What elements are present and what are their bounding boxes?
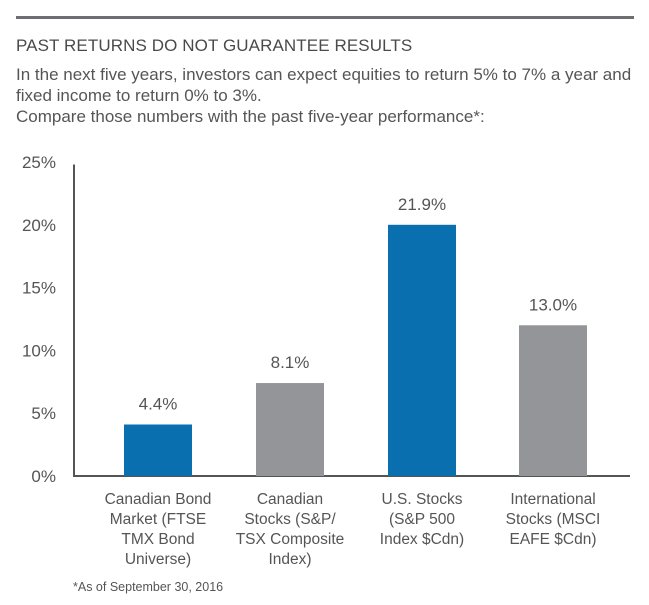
x-category-label: Stocks (MSCI (506, 511, 601, 528)
bar-1 (124, 424, 192, 476)
x-category-label: Stocks (S&P/ (244, 511, 336, 528)
x-category-label: (S&P 500 (389, 511, 455, 528)
intro-line-2: Compare those numbers with the past five… (16, 107, 485, 126)
x-category-label: Market (FTSE (110, 511, 206, 528)
bar-3 (388, 224, 456, 476)
data-label: 21.9% (398, 195, 446, 214)
footnote: *As of September 30, 2016 (73, 580, 224, 594)
y-tick-label: 20% (22, 216, 56, 235)
y-tick-label: 10% (22, 341, 56, 360)
intro-line-1: In the next five years, investors can ex… (16, 65, 632, 105)
x-category-label: Index $Cdn) (380, 531, 464, 548)
y-tick-label: 5% (31, 404, 56, 423)
y-tick-label: 15% (22, 279, 56, 298)
bar-2 (256, 383, 324, 476)
x-category-label: EAFE $Cdn) (509, 531, 596, 548)
data-label: 4.4% (139, 395, 178, 414)
data-label: 13.0% (529, 295, 577, 314)
top-rule (16, 16, 634, 19)
x-category-label: International (510, 491, 595, 508)
data-label: 8.1% (271, 353, 310, 372)
x-category-label: Canadian (257, 491, 323, 508)
bar-4 (519, 325, 587, 476)
chart-title: PAST RETURNS DO NOT GUARANTEE RESULTS (16, 36, 413, 55)
x-category-label: U.S. Stocks (382, 491, 463, 508)
x-category-label: Canadian Bond (105, 491, 212, 508)
y-tick-label: 0% (31, 467, 56, 486)
x-category-label: TSX Composite (236, 531, 345, 548)
intro-text: In the next five years, investors can ex… (16, 64, 636, 127)
x-category-label: TMX Bond (121, 531, 194, 548)
y-tick-label: 25% (22, 153, 56, 172)
x-category-label: Index) (268, 551, 311, 568)
x-category-label: Universe) (125, 551, 191, 568)
